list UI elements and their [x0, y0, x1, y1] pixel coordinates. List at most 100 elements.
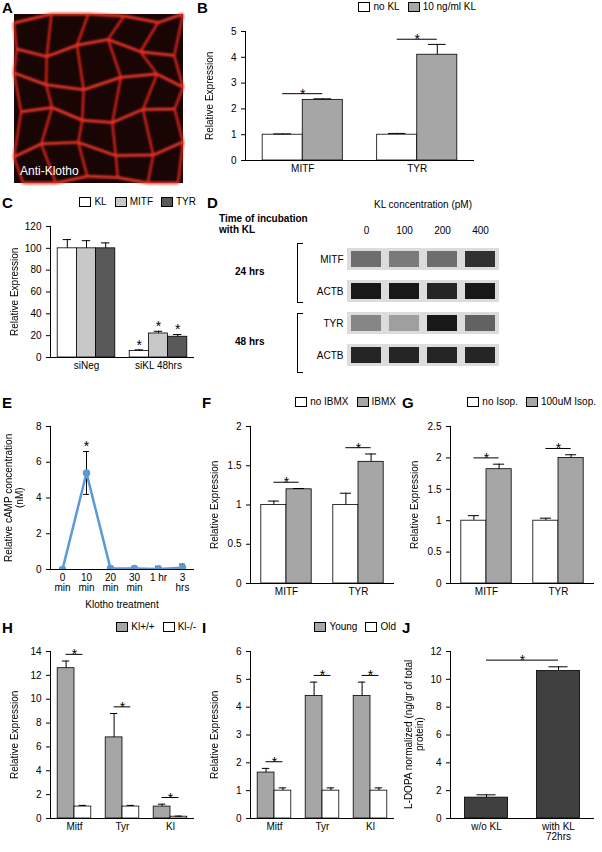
svg-text:4: 4: [36, 765, 42, 776]
svg-text:60: 60: [30, 286, 42, 297]
svg-text:*: *: [556, 440, 562, 456]
svg-text:*: *: [368, 667, 374, 683]
svg-text:1: 1: [236, 499, 242, 510]
svg-text:30min: 30min: [126, 572, 142, 593]
svg-text:4: 4: [231, 52, 237, 63]
svg-text:1: 1: [231, 129, 237, 140]
svg-text:Mitf: Mitf: [266, 821, 282, 832]
svg-text:5: 5: [231, 26, 237, 37]
svg-text:14: 14: [30, 646, 42, 657]
svg-text:MITF: MITF: [475, 586, 498, 597]
svg-text:*: *: [284, 474, 290, 490]
svg-text:*: *: [84, 438, 90, 454]
svg-text:4: 4: [36, 492, 42, 503]
svg-text:2: 2: [436, 452, 442, 463]
svg-text:*: *: [137, 337, 143, 353]
svg-text:2: 2: [236, 757, 242, 768]
svg-text:2: 2: [236, 421, 242, 432]
svg-text:*: *: [272, 754, 278, 770]
svg-text:8: 8: [36, 421, 42, 432]
svg-text:*: *: [168, 790, 174, 806]
svg-text:10: 10: [30, 693, 42, 704]
svg-text:0: 0: [436, 813, 442, 824]
svg-text:5: 5: [236, 674, 242, 685]
svg-text:3: 3: [236, 729, 242, 740]
svg-text:4: 4: [236, 701, 242, 712]
svg-text:0: 0: [364, 225, 370, 236]
svg-text:400: 400: [472, 225, 489, 236]
svg-text:0: 0: [36, 564, 42, 575]
svg-text:0: 0: [231, 155, 237, 166]
svg-text:20: 20: [30, 330, 42, 341]
svg-text:Anti-Klotho: Anti-Klotho: [20, 164, 79, 178]
svg-text:40: 40: [30, 308, 42, 319]
svg-text:0: 0: [36, 352, 42, 363]
svg-text:0: 0: [436, 578, 442, 589]
svg-text:MITF: MITF: [320, 254, 343, 265]
svg-text:Tyr: Tyr: [116, 821, 131, 832]
svg-text:*: *: [156, 318, 162, 334]
svg-text:w/o KL: w/o KL: [470, 821, 502, 832]
svg-text:MITF: MITF: [291, 163, 314, 174]
svg-text:0.5: 0.5: [228, 538, 242, 549]
svg-text:*: *: [520, 652, 526, 668]
svg-text:*: *: [415, 31, 421, 47]
svg-text:*: *: [120, 699, 126, 715]
svg-text:0: 0: [236, 578, 242, 589]
svg-text:*: *: [72, 646, 78, 662]
svg-text:1: 1: [436, 515, 442, 526]
html-text:Time of incubation with KL: Time of incubation with KL: [219, 213, 308, 235]
svg-text:0min: 0min: [54, 572, 70, 593]
svg-text:12: 12: [430, 646, 442, 657]
svg-text:Kl: Kl: [166, 821, 175, 832]
svg-text:*: *: [175, 321, 181, 337]
svg-text:2: 2: [436, 785, 442, 796]
svg-text:2: 2: [36, 789, 42, 800]
svg-text:Tyr: Tyr: [316, 821, 331, 832]
svg-text:*: *: [484, 450, 490, 466]
svg-text:8: 8: [436, 701, 442, 712]
svg-text:0: 0: [36, 813, 42, 824]
svg-text:Mitf: Mitf: [66, 821, 82, 832]
svg-text:100: 100: [25, 243, 42, 254]
svg-text:12: 12: [30, 670, 42, 681]
svg-text:TYR: TYR: [324, 318, 344, 329]
svg-text:0: 0: [236, 813, 242, 824]
svg-text:200: 200: [434, 225, 451, 236]
svg-text:2: 2: [231, 103, 237, 114]
svg-text:20min: 20min: [102, 572, 118, 593]
svg-text:80: 80: [30, 264, 42, 275]
svg-text:ACTB: ACTB: [317, 286, 344, 297]
svg-text:2: 2: [36, 528, 42, 539]
svg-text:100: 100: [396, 225, 413, 236]
svg-text:2.5: 2.5: [428, 421, 442, 432]
svg-text:ACTB: ACTB: [317, 350, 344, 361]
svg-text:6: 6: [436, 729, 442, 740]
svg-text:0.5: 0.5: [428, 546, 442, 557]
svg-text:with KL72hrs: with KL72hrs: [541, 821, 575, 842]
svg-text:1 hr: 1 hr: [150, 572, 168, 583]
svg-text:TYR: TYR: [349, 586, 369, 597]
svg-text:1.5: 1.5: [428, 484, 442, 495]
svg-text:6: 6: [36, 456, 42, 467]
svg-text:TYR: TYR: [407, 163, 427, 174]
svg-text:TYR: TYR: [549, 586, 569, 597]
svg-text:120: 120: [25, 221, 42, 232]
svg-text:4: 4: [436, 757, 442, 768]
svg-text:1: 1: [236, 785, 242, 796]
svg-text:*: *: [356, 440, 362, 456]
svg-text:MITF: MITF: [275, 586, 298, 597]
svg-text:10min: 10min: [78, 572, 94, 593]
svg-text:3: 3: [231, 77, 237, 88]
svg-text:siNeg: siNeg: [74, 360, 100, 371]
svg-text:siKL 48hrs: siKL 48hrs: [135, 360, 182, 371]
svg-text:*: *: [300, 86, 306, 102]
svg-text:6: 6: [36, 741, 42, 752]
svg-text:3hrs: 3hrs: [176, 572, 190, 593]
svg-text:10: 10: [430, 674, 442, 685]
svg-text:6: 6: [236, 646, 242, 657]
svg-text:*: *: [320, 667, 326, 683]
svg-text:Kl: Kl: [366, 821, 375, 832]
svg-text:1.5: 1.5: [228, 460, 242, 471]
svg-text:8: 8: [36, 717, 42, 728]
